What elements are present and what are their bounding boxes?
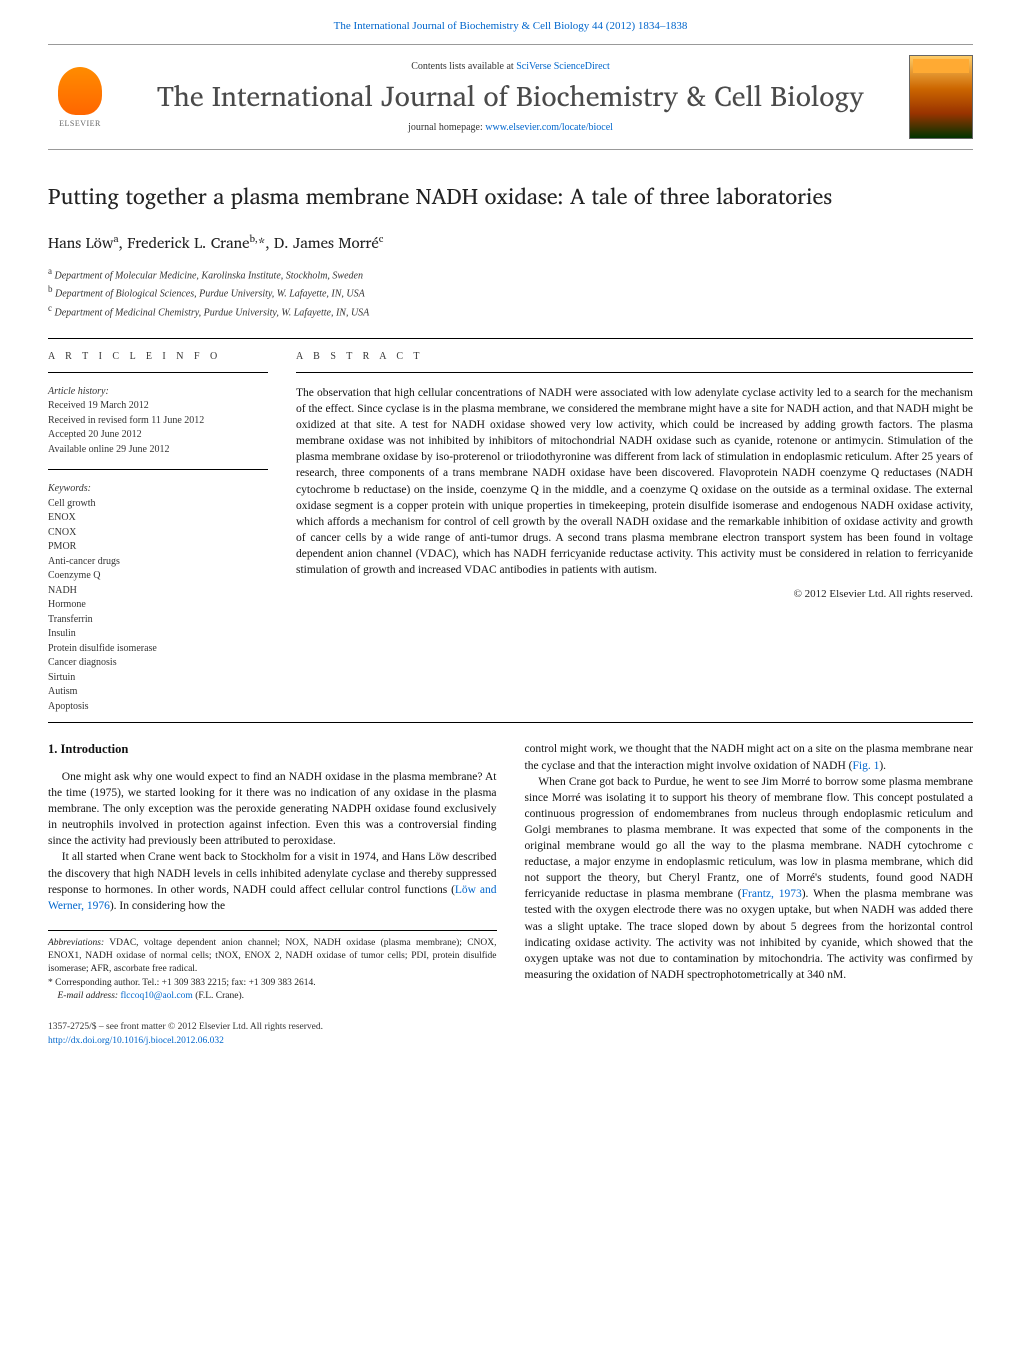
- article-title: Putting together a plasma membrane NADH …: [48, 178, 973, 214]
- email-line: E-mail address: flccoq10@aol.com (F.L. C…: [48, 990, 497, 1003]
- body-text: When Crane got back to Purdue, he went t…: [525, 776, 974, 901]
- corr-marker: *: [48, 978, 53, 988]
- contents-available-line: Contents lists available at SciVerse Sci…: [128, 61, 893, 72]
- info-abstract-row: A R T I C L E I N F O Article history: R…: [48, 351, 973, 715]
- abbr-label: Abbreviations:: [48, 938, 104, 948]
- doi-link[interactable]: http://dx.doi.org/10.1016/j.biocel.2012.…: [48, 1036, 224, 1046]
- body-paragraph: It all started when Crane went back to S…: [48, 849, 497, 913]
- running-header: The International Journal of Biochemistr…: [48, 20, 973, 32]
- rule-bottom: [48, 722, 973, 723]
- elsevier-label: ELSEVIER: [59, 119, 101, 128]
- homepage-prefix: journal homepage:: [408, 122, 485, 133]
- article-info-column: A R T I C L E I N F O Article history: R…: [48, 351, 268, 715]
- rule-keywords: [48, 469, 268, 470]
- email-link[interactable]: flccoq10@aol.com: [120, 991, 192, 1001]
- contents-prefix: Contents lists available at: [411, 61, 516, 72]
- homepage-link[interactable]: www.elsevier.com/locate/biocel: [485, 122, 613, 133]
- body-text: ).: [879, 760, 886, 772]
- rule-info: [48, 372, 268, 373]
- keywords-block: Keywords: Cell growthENOXCNOXPMORAnti-ca…: [48, 482, 268, 714]
- body-paragraph: control might work, we thought that the …: [525, 741, 974, 773]
- issn-line: 1357-2725/$ – see front matter © 2012 El…: [48, 1022, 323, 1032]
- journal-title: The International Journal of Biochemistr…: [128, 80, 893, 114]
- article-info-heading: A R T I C L E I N F O: [48, 351, 268, 362]
- email-label: E-mail address:: [58, 991, 119, 1001]
- abstract-column: A B S T R A C T The observation that hig…: [296, 351, 973, 715]
- section-title: Introduction: [61, 742, 129, 756]
- footer-meta: 1357-2725/$ – see front matter © 2012 El…: [48, 1021, 973, 1048]
- footnotes-block: Abbreviations: VDAC, voltage dependent a…: [48, 930, 497, 1003]
- abstract-heading: A B S T R A C T: [296, 351, 973, 362]
- body-text: ). In considering how the: [110, 900, 225, 912]
- journal-homepage-line: journal homepage: www.elsevier.com/locat…: [128, 122, 893, 133]
- article-history: Article history: Received 19 March 2012R…: [48, 385, 268, 458]
- masthead: ELSEVIER Contents lists available at Sci…: [48, 44, 973, 150]
- body-two-column: 1. Introduction One might ask why one wo…: [48, 741, 973, 1003]
- body-paragraph: One might ask why one would expect to fi…: [48, 769, 497, 849]
- body-text: It all started when Crane went back to S…: [48, 851, 497, 895]
- history-label: Article history:: [48, 386, 109, 397]
- body-text: ). When the plasma membrane was tested w…: [525, 888, 974, 980]
- elsevier-logo: ELSEVIER: [48, 61, 112, 133]
- body-paragraph: When Crane got back to Purdue, he went t…: [525, 774, 974, 983]
- corr-text: Corresponding author. Tel.: +1 309 383 2…: [55, 978, 316, 988]
- abstract-copyright: © 2012 Elsevier Ltd. All rights reserved…: [296, 588, 973, 600]
- abbr-text: VDAC, voltage dependent anion channel; N…: [48, 938, 497, 975]
- affiliations: a Department of Molecular Medicine, Karo…: [48, 265, 973, 320]
- email-person: (F.L. Crane).: [195, 991, 244, 1001]
- rule-top: [48, 338, 973, 339]
- body-text: control might work, we thought that the …: [525, 743, 974, 771]
- section-heading-1: 1. Introduction: [48, 741, 497, 759]
- masthead-center: Contents lists available at SciVerse Sci…: [112, 61, 909, 133]
- keywords-label: Keywords:: [48, 483, 91, 494]
- elsevier-tree-icon: [58, 67, 102, 115]
- abbreviations-line: Abbreviations: VDAC, voltage dependent a…: [48, 937, 497, 977]
- abstract-text: The observation that high cellular conce…: [296, 385, 973, 578]
- author-list: Hans Löwa, Frederick L. Craneb,*, D. Jam…: [48, 230, 973, 255]
- corresponding-line: * Corresponding author. Tel.: +1 309 383…: [48, 977, 497, 990]
- sciencedirect-link[interactable]: SciVerse ScienceDirect: [516, 61, 610, 72]
- journal-cover-thumbnail: [909, 55, 973, 139]
- figure-ref-link[interactable]: Fig. 1: [852, 760, 879, 772]
- citation-link[interactable]: Frantz, 1973: [742, 888, 802, 900]
- section-number: 1.: [48, 742, 57, 756]
- rule-abstract: [296, 372, 973, 373]
